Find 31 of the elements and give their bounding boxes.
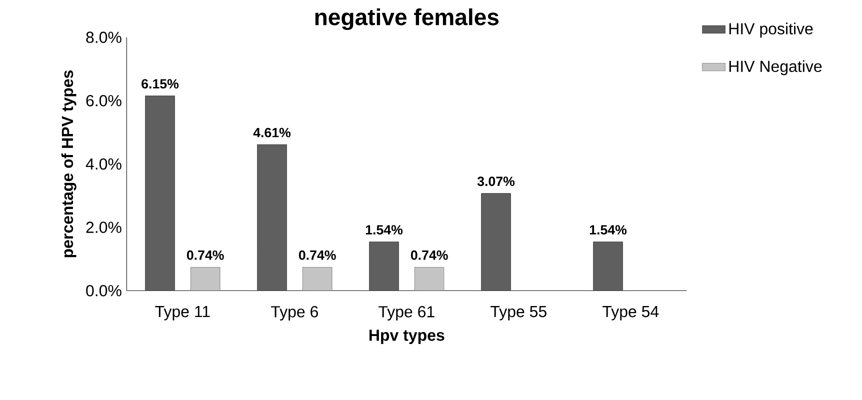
data-label: 3.07% xyxy=(477,176,515,186)
x-tick-label: Type 61 xyxy=(378,306,434,321)
y-tick-label: 6.0% xyxy=(86,95,122,106)
bar xyxy=(190,266,220,291)
y-tick-label: 2.0% xyxy=(86,222,122,233)
bar xyxy=(145,96,175,291)
bar xyxy=(414,266,444,291)
y-tick-label: 0.0% xyxy=(86,285,122,296)
data-label: 1.54% xyxy=(590,225,627,235)
bar xyxy=(257,144,287,291)
data-label: 0.74% xyxy=(186,250,224,260)
bar xyxy=(369,242,399,291)
x-tick-label: Type 11 xyxy=(155,306,210,320)
data-label: 0.74% xyxy=(298,250,336,260)
bar xyxy=(593,242,623,291)
y-axis-title: percentage of HPV types xyxy=(61,70,76,258)
y-tick-label: 4.0% xyxy=(86,158,122,170)
y-tick-label: 8.0% xyxy=(86,32,122,43)
data-label: 6.15% xyxy=(142,79,179,89)
data-label: 1.54% xyxy=(366,225,403,235)
chart-title: negative females xyxy=(315,8,499,30)
x-axis-title: Hpv types xyxy=(370,330,444,344)
legend-label: HIV positive xyxy=(729,22,813,38)
x-tick-label: Type 54 xyxy=(602,306,659,320)
legend-label: HIV Negative xyxy=(729,60,822,76)
data-label: 4.61% xyxy=(253,128,291,138)
x-tick-label: Type 55 xyxy=(490,306,546,320)
x-tick-label: Type 6 xyxy=(271,306,318,321)
data-label: 0.74% xyxy=(410,250,448,260)
bar xyxy=(302,266,332,291)
bar xyxy=(481,193,511,291)
